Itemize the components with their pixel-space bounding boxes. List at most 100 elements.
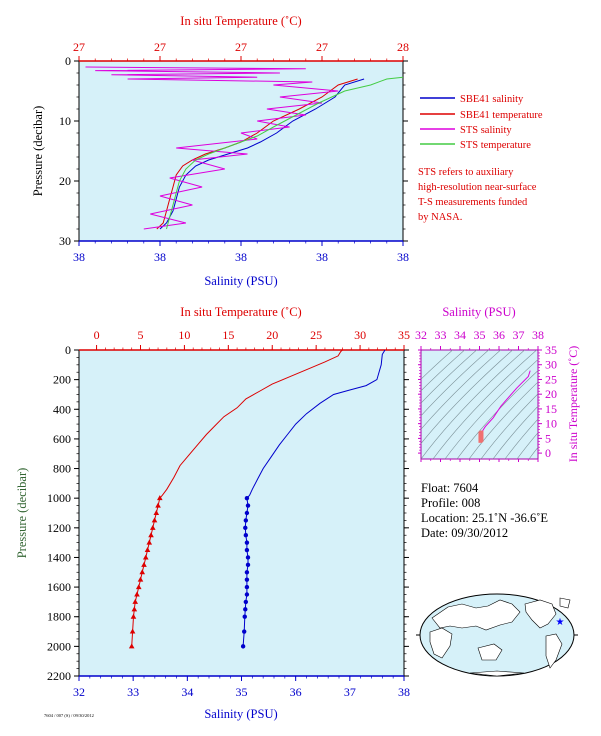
full-profile-panel: In situ Temperature (˚C) Salinity (PSU) …	[15, 305, 410, 721]
legend-label-sbe41-salinity: SBE41 salinity	[460, 94, 524, 105]
world-map: ★	[416, 593, 578, 677]
salinity-point	[243, 599, 249, 605]
salinity-point	[245, 555, 251, 560]
density-contour	[421, 350, 490, 417]
density-contour	[456, 370, 538, 459]
bottom-tick-label: 36	[290, 685, 302, 699]
map-africa	[429, 627, 453, 659]
top-tick-label: 30	[354, 328, 366, 342]
salinity-point	[244, 495, 250, 501]
temperature-point	[155, 502, 161, 508]
near-surface-plot-area	[78, 60, 404, 242]
full-profile-y-ticks: 0 200 400 600 800 1000 1200 1400 1600 1800 2000 220…	[47, 343, 409, 683]
temperature-point	[146, 539, 153, 545]
temperature-point	[153, 510, 160, 515]
salinity-point	[244, 570, 250, 575]
ts-top-tick-label: 36	[493, 328, 505, 342]
bottom-tick-label: 34	[181, 685, 193, 699]
density-contour	[421, 350, 478, 404]
ts-top-tick-label: 38	[532, 328, 544, 342]
temperature-point	[157, 495, 163, 501]
density-contour	[516, 432, 538, 459]
full-profile-series	[128, 349, 386, 649]
salinity-point	[243, 525, 248, 531]
profile-number: Profile: 008	[421, 496, 480, 510]
temperature-point	[142, 554, 149, 560]
y-tick-label: 1800	[47, 610, 71, 624]
ts-diagram-panel: Salinity (PSU) In situ Temperature (˚C) …	[415, 305, 580, 462]
temperature-point	[129, 628, 136, 634]
salinity-point	[244, 547, 250, 553]
temperature-point	[144, 547, 151, 553]
y-tick-label: 2200	[47, 669, 71, 683]
y-tick-label: 800	[53, 462, 71, 476]
temperature-point	[149, 524, 156, 530]
top-tick-label: 27	[235, 40, 247, 54]
y-tick-label: 0	[65, 343, 71, 357]
float-location: Location: 25.1˚N -36.6˚E	[421, 511, 548, 525]
y-tick-label: 1600	[47, 580, 71, 594]
near-surface-bottom-axis-title: Salinity (PSU)	[204, 274, 277, 288]
y-tick-label: 1200	[47, 521, 71, 535]
bottom-tick-label: 33	[127, 685, 139, 699]
y-tick-label: 1400	[47, 550, 71, 564]
density-contour	[504, 418, 538, 459]
density-contour	[421, 350, 526, 459]
float-position-marker: ★	[556, 617, 565, 628]
bottom-tick-label: 38	[397, 250, 409, 264]
profile-date: Date: 09/30/2012	[421, 526, 508, 540]
bottom-tick-label: 38	[316, 250, 328, 264]
density-contour	[432, 350, 538, 459]
full-profile-y-axis-title: Pressure (decibar)	[15, 468, 29, 559]
y-tick-label: 20	[59, 174, 71, 188]
top-tick-label: 10	[178, 328, 190, 342]
density-contour	[421, 350, 466, 392]
ts-top-ticks: 32 33 34 35 36 37 38	[415, 328, 544, 462]
density-contour	[421, 350, 454, 380]
float-info: Float: 7604 Profile: 008 Location: 25.1˚…	[421, 481, 548, 540]
full-profile-top-axis-title: In situ Temperature (˚C)	[180, 305, 301, 319]
map-antarctica	[469, 670, 525, 677]
ts-right-tick-label: 25	[545, 372, 557, 386]
ts-density-contours	[421, 350, 538, 459]
salinity-point	[240, 644, 246, 649]
near-surface-y-axis-title: Pressure (decibar)	[31, 106, 45, 197]
ts-top-tick-label: 32	[415, 328, 427, 342]
top-tick-label: 27	[73, 40, 85, 54]
temperature-point	[135, 584, 142, 590]
top-tick-label: 28	[397, 40, 409, 54]
density-contour	[421, 350, 514, 445]
ts-right-tick-label: 0	[545, 446, 551, 460]
salinity-point	[243, 518, 249, 523]
ts-right-tick-label: 5	[545, 431, 551, 445]
map-eurasia	[431, 599, 521, 631]
density-contour	[492, 405, 538, 459]
y-tick-label: 10	[59, 114, 71, 128]
top-tick-label: 5	[137, 328, 143, 342]
density-contour	[421, 350, 502, 430]
temperature-point	[132, 598, 139, 604]
temperature-point	[137, 576, 144, 582]
full-profile-plot-area	[78, 349, 405, 677]
salinity-point	[245, 503, 251, 508]
near-surface-series	[85, 66, 404, 230]
temperature-point	[130, 613, 137, 619]
bottom-tick-label: 38	[398, 685, 410, 699]
top-tick-label: 27	[154, 40, 166, 54]
float-id: Float: 7604	[421, 481, 479, 495]
top-tick-label: 0	[94, 328, 100, 342]
temperature-point	[131, 606, 138, 612]
salinity-point	[244, 577, 250, 582]
near-surface-series-2	[85, 66, 339, 230]
salinity-point	[244, 592, 250, 597]
sts-note-line-1: STS refers to auxiliary	[418, 167, 514, 178]
legend-label-sbe41-temperature: SBE41 temperature	[460, 110, 543, 121]
sts-note-line-4: by NASA.	[418, 212, 462, 223]
y-tick-label: 30	[59, 234, 71, 248]
ts-deep-point	[479, 430, 484, 434]
temperature-point	[141, 561, 147, 567]
ts-top-tick-label: 34	[454, 328, 466, 342]
temperature-point	[148, 532, 154, 538]
full-profile-bottom-ticks: 32 33 34 35 36 37 38	[73, 676, 410, 699]
